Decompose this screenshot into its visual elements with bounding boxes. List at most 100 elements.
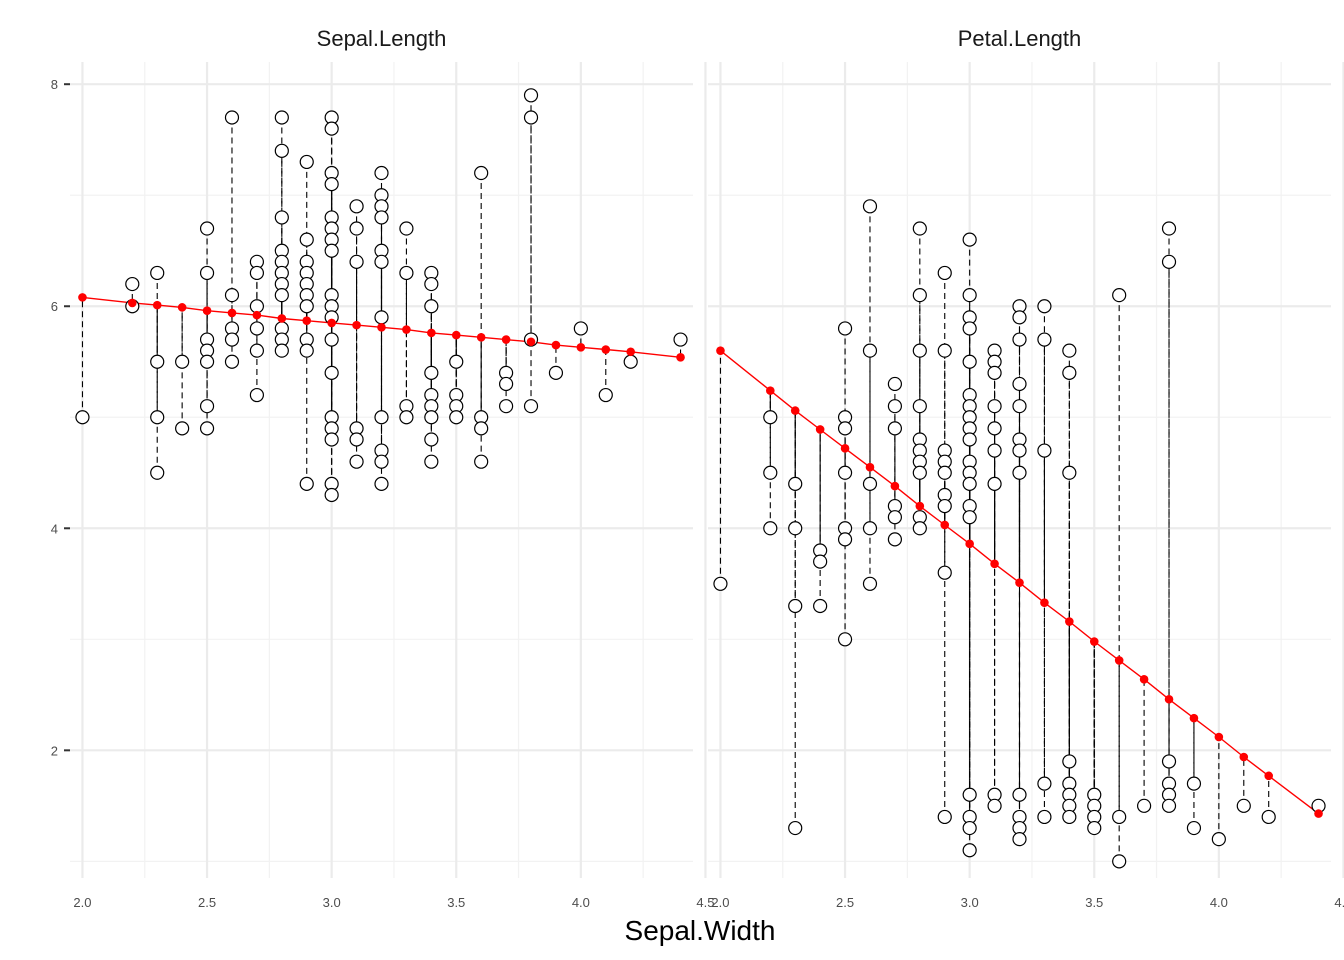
observed-point bbox=[1161, 254, 1177, 269]
observed-point bbox=[962, 476, 977, 491]
observed-point bbox=[1012, 465, 1027, 480]
x-tick-label: 3.0 bbox=[961, 895, 979, 910]
observed-point bbox=[1012, 399, 1027, 414]
observed-point bbox=[987, 421, 1002, 436]
observed-point bbox=[862, 343, 878, 358]
observed-point bbox=[548, 365, 564, 380]
y-tick-label: 4 bbox=[51, 521, 58, 536]
fitted-point bbox=[501, 335, 511, 344]
fitted-point bbox=[1040, 598, 1049, 607]
observed-point bbox=[399, 221, 414, 236]
fitted-point bbox=[551, 340, 561, 350]
observed-point bbox=[324, 243, 339, 258]
observed-point bbox=[199, 265, 215, 281]
observed-point bbox=[763, 410, 778, 425]
observed-point bbox=[763, 465, 778, 480]
observed-point bbox=[962, 820, 977, 836]
observed-point bbox=[1236, 798, 1251, 813]
fitted-point bbox=[451, 330, 461, 340]
observed-point bbox=[962, 510, 977, 525]
fitted-point bbox=[1314, 809, 1323, 818]
observed-point bbox=[1136, 798, 1152, 813]
x-tick-label: 2.5 bbox=[198, 895, 216, 910]
observed-point bbox=[249, 299, 264, 314]
observed-point bbox=[449, 410, 464, 425]
observed-point bbox=[349, 254, 364, 269]
observed-point bbox=[1012, 332, 1027, 347]
observed-point bbox=[673, 332, 688, 347]
observed-point bbox=[349, 199, 364, 214]
observed-point bbox=[1037, 332, 1052, 347]
observed-point bbox=[862, 521, 878, 536]
fitted-point bbox=[940, 520, 950, 530]
observed-point bbox=[424, 276, 439, 292]
observed-point bbox=[1037, 299, 1052, 314]
observed-point bbox=[374, 210, 389, 225]
observed-point bbox=[837, 632, 853, 647]
fitted-point bbox=[327, 318, 336, 328]
fitted-point bbox=[78, 293, 87, 302]
observed-point bbox=[374, 165, 389, 181]
fitted-point bbox=[402, 325, 411, 334]
x-tick-label: 4.5 bbox=[1334, 895, 1344, 910]
observed-point bbox=[424, 365, 439, 380]
observed-point bbox=[324, 432, 339, 447]
observed-point bbox=[299, 343, 314, 358]
observed-point bbox=[1112, 854, 1127, 869]
fitted-point bbox=[676, 353, 685, 362]
x-tick-label: 4.5 bbox=[696, 895, 714, 910]
observed-point bbox=[424, 454, 439, 469]
observed-point bbox=[199, 399, 215, 414]
observed-point bbox=[150, 410, 165, 425]
panel-title: Sepal.Length bbox=[317, 26, 447, 51]
observed-point bbox=[1112, 288, 1127, 303]
observed-point bbox=[299, 154, 314, 170]
observed-point bbox=[862, 199, 878, 214]
observed-point bbox=[1012, 310, 1027, 325]
fitted-point bbox=[626, 347, 635, 357]
observed-point bbox=[374, 310, 389, 325]
observed-point bbox=[224, 354, 240, 369]
observed-point bbox=[274, 110, 289, 125]
observed-point bbox=[374, 454, 389, 469]
y-tick-label: 8 bbox=[51, 77, 58, 92]
observed-point bbox=[1012, 376, 1027, 392]
observed-point bbox=[837, 532, 853, 547]
y-tick-label: 2 bbox=[51, 743, 58, 758]
fitted-point bbox=[1015, 578, 1024, 587]
observed-point bbox=[1012, 443, 1027, 458]
observed-point bbox=[1211, 832, 1226, 847]
observed-point bbox=[937, 498, 952, 514]
observed-point bbox=[573, 321, 588, 336]
observed-point bbox=[199, 354, 215, 369]
fitted-point bbox=[790, 406, 800, 415]
observed-point bbox=[499, 376, 514, 392]
observed-point bbox=[474, 165, 489, 181]
fitted-point bbox=[965, 539, 974, 549]
observed-point bbox=[713, 576, 728, 591]
fitted-point bbox=[427, 328, 436, 338]
fitted-point bbox=[227, 308, 237, 318]
observed-point bbox=[837, 421, 853, 436]
x-tick-label: 4.0 bbox=[572, 895, 590, 910]
fitted-point bbox=[716, 346, 725, 355]
fitted-point bbox=[128, 298, 137, 308]
observed-point bbox=[887, 421, 903, 436]
observed-point bbox=[274, 143, 289, 158]
observed-point bbox=[937, 343, 952, 358]
observed-point bbox=[1161, 798, 1177, 813]
observed-point bbox=[374, 476, 389, 491]
observed-point bbox=[788, 598, 803, 614]
observed-point bbox=[249, 265, 264, 281]
fitted-point bbox=[990, 559, 999, 569]
fitted-point bbox=[915, 501, 925, 511]
observed-point bbox=[962, 787, 977, 802]
fitted-point bbox=[377, 323, 386, 332]
observed-point bbox=[150, 265, 165, 281]
observed-point bbox=[1062, 465, 1077, 480]
observed-point bbox=[224, 288, 240, 303]
observed-point bbox=[199, 221, 215, 236]
observed-point bbox=[1261, 809, 1276, 825]
x-tick-label: 2.0 bbox=[711, 895, 729, 910]
observed-point bbox=[912, 521, 927, 536]
